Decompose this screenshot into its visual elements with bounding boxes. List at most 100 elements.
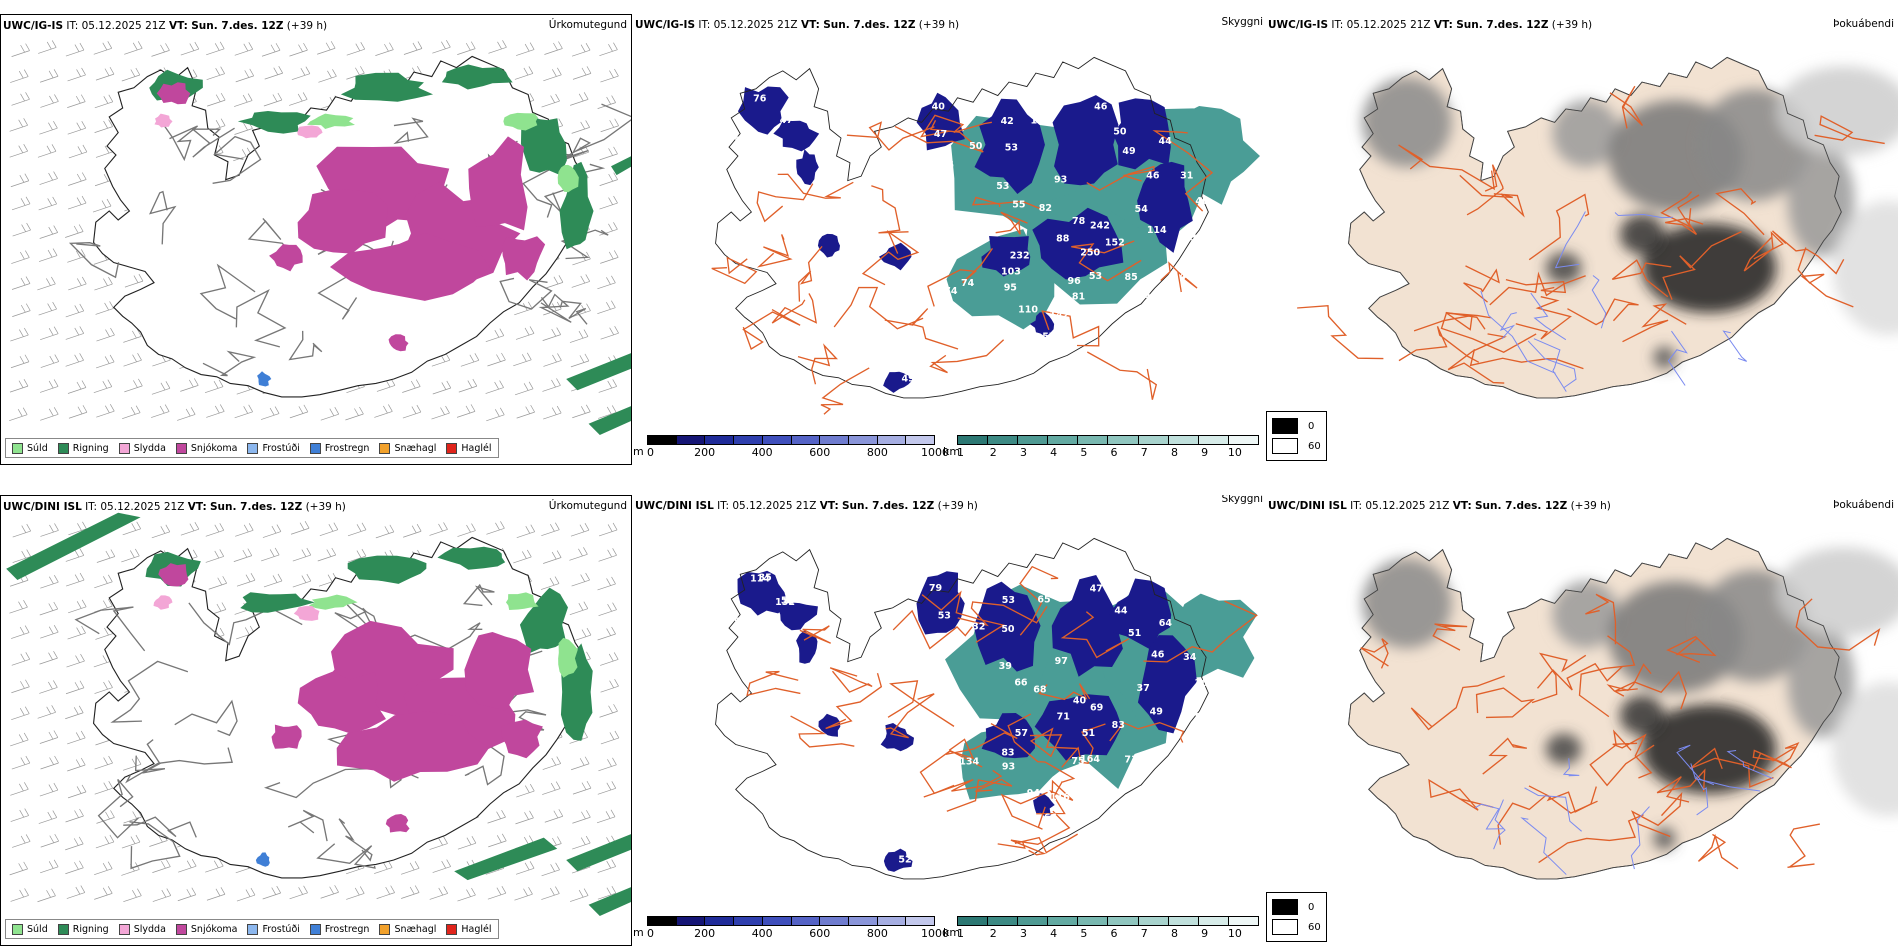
snow-depth-label: 95 <box>1004 283 1017 294</box>
wind-barb <box>543 353 562 367</box>
road-line <box>1787 823 1820 868</box>
road-line <box>1041 310 1100 347</box>
wind-barb <box>94 276 113 291</box>
snow-depth-label: 42 <box>1001 116 1014 127</box>
wind-barb <box>11 92 30 106</box>
colorbar-step <box>734 436 763 444</box>
colorbar-step <box>820 436 849 444</box>
fog-patch <box>1362 558 1452 649</box>
colorbar-tick: 9 <box>1201 446 1209 459</box>
wind-barb <box>122 521 142 536</box>
wind-barb <box>10 327 29 342</box>
legend-label: Frostregn <box>324 923 370 935</box>
sleet-area <box>293 605 320 621</box>
road-line <box>1739 742 1800 774</box>
rain-band <box>566 353 631 391</box>
wind-barb <box>123 888 142 903</box>
snow-depth-label: 50 <box>969 141 983 152</box>
road-line <box>1528 193 1590 261</box>
road-line <box>129 821 181 870</box>
snow-depth-label: 93 <box>1054 175 1067 186</box>
fog-patch <box>1653 827 1676 850</box>
legend-item: Slydda <box>118 442 166 454</box>
river-line <box>1530 292 1567 341</box>
wind-barb <box>403 41 423 55</box>
wind-barb <box>600 118 619 133</box>
wind-barb <box>94 861 113 875</box>
wind-barb <box>569 547 588 561</box>
road-line <box>798 245 823 302</box>
wind-barb <box>65 808 84 823</box>
rain-area <box>237 110 311 134</box>
river-line <box>1614 212 1673 219</box>
wind-barb <box>264 65 284 80</box>
wind-barb <box>38 301 57 316</box>
snow-depth-area <box>796 149 819 186</box>
legend-label: Haglél <box>461 923 492 935</box>
road-line <box>1086 351 1158 400</box>
wind-barb <box>597 576 616 591</box>
road-line <box>884 308 959 350</box>
wind-barb <box>40 624 59 639</box>
wind-barb <box>67 380 87 394</box>
snow-depth-label: 71 <box>1057 712 1070 723</box>
wind-barb <box>347 548 367 563</box>
road-line <box>1797 247 1854 308</box>
snow-depth-label: 68 <box>1033 685 1047 696</box>
rain-area <box>340 72 434 102</box>
road-line <box>1060 611 1130 659</box>
road-line <box>756 183 814 223</box>
snow-depth-label: 53 <box>1005 142 1018 153</box>
rain-area <box>559 161 594 250</box>
river-line <box>1562 758 1580 777</box>
wind-barb <box>544 809 564 823</box>
wind-barb <box>95 66 115 81</box>
road-line <box>1071 240 1142 282</box>
colorbar-tick: 400 <box>751 927 773 940</box>
rain-band <box>6 512 141 580</box>
snow-depth-area <box>737 86 789 135</box>
wind-barb <box>571 274 591 288</box>
road-line <box>190 127 235 158</box>
snow-depth-label: 103 <box>1001 266 1021 277</box>
wind-barb <box>570 92 589 106</box>
colorbar-unit: m <box>633 926 644 939</box>
snow-depth-label: 32 <box>972 622 985 633</box>
wind-barb <box>487 886 507 900</box>
snow-depth-label: 78 <box>1072 216 1086 227</box>
road-line <box>799 625 831 644</box>
snow-depth-label: 83 <box>1112 720 1125 731</box>
wind-barb <box>402 379 421 393</box>
road-line <box>1715 188 1765 236</box>
legend-swatch <box>247 923 259 935</box>
wind-barb <box>11 679 30 694</box>
colorbar-tick: 200 <box>694 927 716 940</box>
road-line <box>134 739 166 774</box>
wind-barb <box>291 66 311 81</box>
legend-label: Slydda <box>133 923 166 935</box>
wind-barb <box>40 859 59 874</box>
wind-barb <box>599 195 618 210</box>
wind-barb <box>516 404 535 419</box>
wind-barb <box>600 679 619 693</box>
wind-barb <box>94 119 113 133</box>
snow-depth-label: 47 <box>780 115 793 126</box>
snow-depth-label: 49 <box>1150 706 1164 717</box>
wind-barb <box>346 886 365 900</box>
rain-area <box>520 115 567 176</box>
legend-swatch <box>247 442 259 454</box>
rain-area <box>441 64 513 90</box>
wind-barb <box>94 780 114 795</box>
wind-barb <box>151 404 170 418</box>
road-line <box>742 308 801 350</box>
snow-depth-label: 51 <box>781 596 794 607</box>
wind-barb <box>67 625 86 640</box>
wind-barb <box>65 680 85 695</box>
visibility-colorbar: km 1 2 3 4 5 6 7 8 9 10 <box>943 435 1259 463</box>
legend-swatch <box>175 923 187 935</box>
wind-barb <box>598 548 617 562</box>
river-line <box>1520 817 1567 875</box>
colorbar-tick: 200 <box>694 446 716 459</box>
colorbar-step <box>705 436 735 444</box>
road-line <box>1497 794 1598 845</box>
